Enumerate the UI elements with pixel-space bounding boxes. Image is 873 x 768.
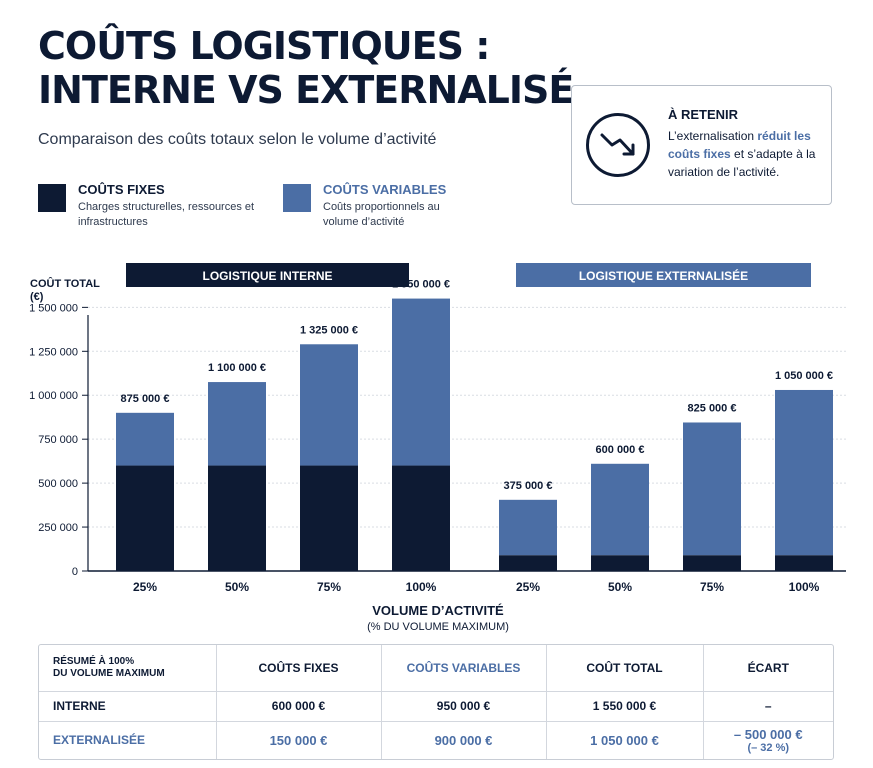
bar-total-label: 1 550 000 € [392,279,450,291]
x-tick-label: 50% [225,580,249,594]
y-tick-label: 1 000 000 [29,390,78,402]
key-takeaway-text-end: et s’adapte à la variation de l’activité… [668,147,816,179]
y-tick-label: 1 500 000 [29,302,78,314]
bar-total-label: 375 000 € [504,480,553,492]
bar-total-label: 1 325 000 € [300,324,358,336]
legend-variable-title: COÛTS VARIABLES [323,182,447,197]
key-takeaway-title: À RETENIR [668,107,739,122]
cell-variable-externalisee: 900 000 € [380,721,546,759]
bar-variable [775,389,833,556]
summary-header-row: RÉSUMÉ À 100% DU VOLUME MAXIMUM COÛTS FIX… [39,645,833,692]
group-header-label: LOGISTIQUE EXTERNALISÉE [579,268,748,283]
summary-corner-line2: DU VOLUME MAXIMUM [53,667,165,679]
group-header-label: LOGISTIQUE INTERNE [202,269,332,283]
cell-variable-interne: 950 000 € [380,691,546,722]
bar-fixed [392,465,450,571]
stacked-bar-chart: COÛT TOTAL (€) 0 250 000 500 000 750 000 1 000… [0,255,873,645]
row-label-externalisee: EXTERNALISÉE [53,733,146,748]
group-header-bar [516,263,811,287]
bar-total-label: 1 100 000 € [208,362,266,374]
trend-down-icon [586,113,650,177]
x-tick-label: 100% [406,580,437,594]
y-tick-label: 500 000 [38,478,78,490]
bar-variable [116,412,174,466]
bar-fixed [208,465,266,571]
cell-total-externalisee: 1 050 000 € [545,721,703,759]
summary-col-ecart: ÉCART [702,645,833,692]
legend-fixed-swatch [38,184,66,212]
y-axis-unit: (€) [30,291,44,303]
x-tick-label: 25% [516,580,540,594]
bar-variable [392,298,450,466]
bar-fixed [775,555,833,571]
bar-fixed [591,555,649,571]
x-tick-label: 75% [317,580,341,594]
summary-col-variable: COÛTS VARIABLES [380,645,546,692]
x-axis-subtitle: (% DU VOLUME MAXIMUM) [367,621,509,633]
key-takeaway-box: À RETENIR L’externalisation réduit les c… [571,85,832,205]
key-takeaway-highlight: réduit les coûts fixes [668,129,811,161]
cell-total-interne: 1 550 000 € [545,691,703,722]
key-takeaway-text-start: L’externalisation [668,129,758,143]
x-tick-label: 75% [700,580,724,594]
group-header-bar [126,263,409,287]
chart-canvas: COÛT TOTAL(€) 0 250 000 500 000 750 000 1 000… [29,263,846,633]
bar-fixed [683,555,741,571]
bar-fixed [499,555,557,571]
bar-total-label: 600 000 € [596,444,645,456]
y-tick-label: 1 250 000 [29,346,78,358]
cell-fixed-interne: 600 000 € [215,691,381,722]
summary-table: RÉSUMÉ À 100% DU VOLUME MAXIMUM COÛTS FIX… [38,644,834,760]
ecart-percent: (– 32 %) [747,741,790,754]
cell-ecart-externalisee: – 500 000 € (– 32 %) [702,721,833,759]
bar-variable [300,344,358,466]
cell-ecart-interne: – [702,691,833,722]
bar-total-label: 825 000 € [688,402,737,414]
ecart-value: – 500 000 € [733,726,803,742]
page-title: COÛTS LOGISTIQUES : INTERNE VS EXTERNALI… [38,24,574,112]
cell-fixed-externalisee: 150 000 € [215,721,381,759]
summary-corner-line1: RÉSUMÉ À 100% [53,655,135,667]
summary-col-fixed: COÛTS FIXES [215,645,381,692]
title-line-1: COÛTS LOGISTIQUES : [38,24,490,68]
bar-fixed [116,465,174,571]
bar-variable [208,382,266,466]
x-tick-label: 50% [608,580,632,594]
x-tick-label: 100% [789,580,820,594]
y-axis-title: COÛT TOTAL [30,277,100,290]
bar-total-label: 875 000 € [121,393,170,405]
summary-corner: RÉSUMÉ À 100% DU VOLUME MAXIMUM [39,645,216,692]
y-tick-label: 750 000 [38,434,78,446]
x-axis-title: VOLUME D’ACTIVITÉ [372,603,504,618]
bar-variable [683,422,741,556]
bar-variable [591,463,649,556]
legend-fixed-title: COÛTS FIXES [78,182,165,197]
page-subtitle: Comparaison des coûts totaux selon le vo… [38,131,437,148]
summary-col-total: COÛT TOTAL [545,645,703,692]
key-takeaway-text: L’externalisation réduit les coûts fixes… [668,127,828,181]
legend-variable-swatch [283,184,311,212]
y-tick-label: 250 000 [38,522,78,534]
row-label-interne: INTERNE [39,691,216,722]
x-tick-label: 25% [133,580,157,594]
legend-variable-desc: Coûts proportionnels au volume d’activit… [323,201,440,228]
bar-fixed [300,465,358,571]
bar-total-label: 1 050 000 € [775,370,833,382]
legend-fixed-desc: Charges structurelles, ressources et inf… [78,201,255,228]
table-row: EXTERNALISÉE 150 000 € 900 000 € 1 050 0… [39,721,833,759]
title-line-2: INTERNE VS EXTERNALISÉ [38,68,574,112]
bar-variable [499,499,557,556]
y-tick-label: 0 [72,566,78,578]
table-row: INTERNE 600 000 € 950 000 € 1 550 000 € … [39,691,833,722]
